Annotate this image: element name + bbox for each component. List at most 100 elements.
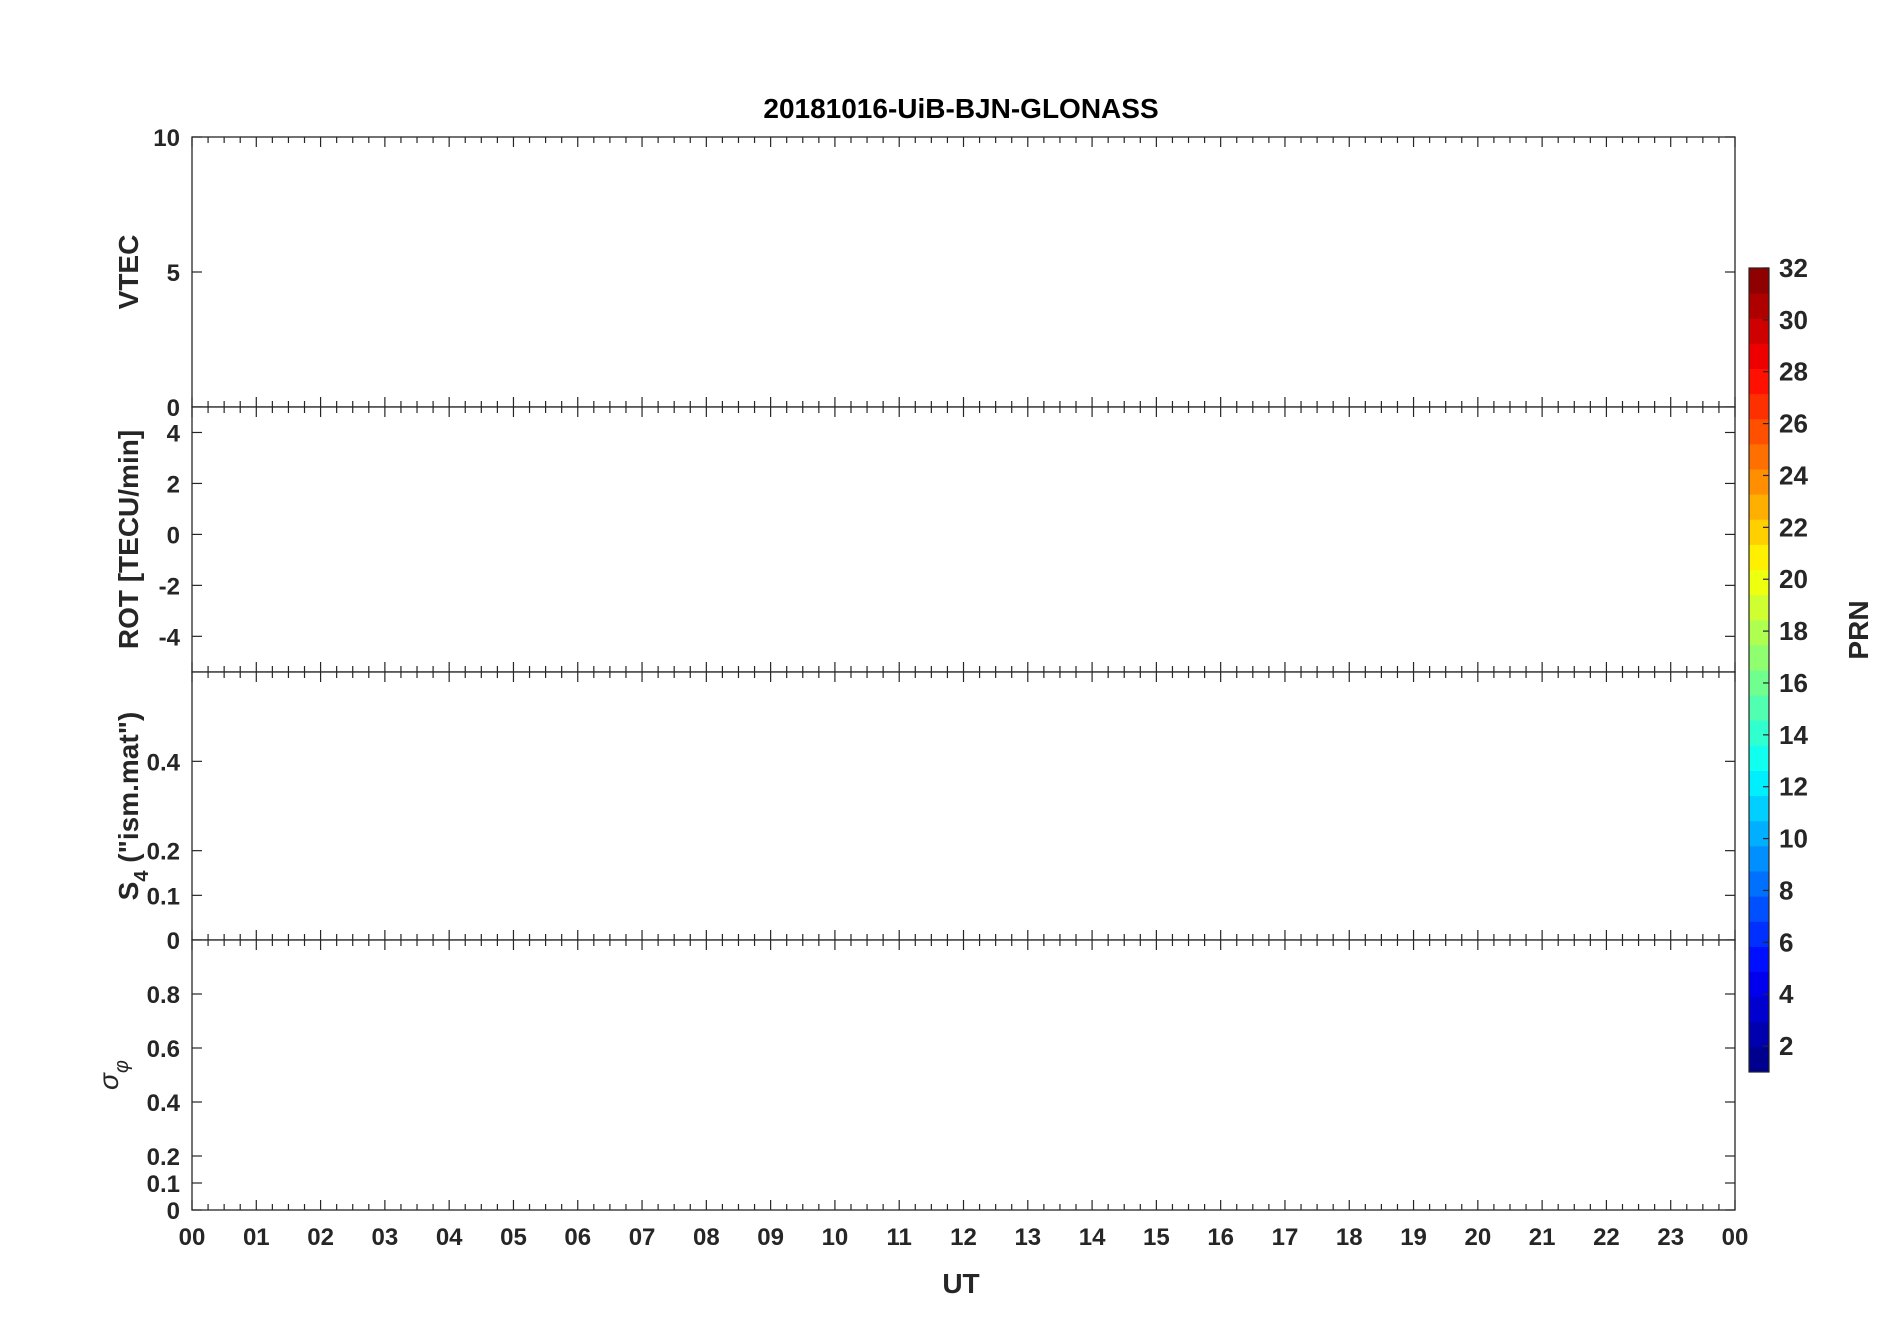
colorbar-segment [1749,770,1769,797]
y-tick-label: -2 [159,573,180,600]
x-tick-label: 15 [1143,1224,1170,1251]
y-tick-label: 4 [167,420,181,447]
x-tick-label: 03 [372,1224,399,1251]
colorbar-segment [1749,619,1769,646]
x-tick-label: 21 [1529,1224,1556,1251]
colorbar-segment [1749,996,1769,1023]
colorbar-segment [1749,644,1769,671]
x-tick-label: 10 [822,1224,849,1251]
y-tick-label: 0 [167,522,180,549]
x-tick-label: 13 [1014,1224,1041,1251]
x-tick-label: 12 [950,1224,977,1251]
colorbar-segment [1749,695,1769,721]
y-tick-label: -4 [159,624,181,651]
colorbar-tick-label: 2 [1779,1031,1793,1061]
colorbar-segment [1749,795,1769,822]
panel-vtec: 0 5 10 VTEC [113,125,1736,422]
colorbar-tick-label: 22 [1779,512,1808,542]
panel-s4: 0 0.1 0.2 0.4S4 ("ism.mat") [113,671,1736,955]
colorbar-tick-label: 10 [1779,824,1808,854]
colorbar-tick-label: 26 [1779,409,1808,439]
colorbar-segment [1749,720,1769,746]
colorbar-tick-label: 4 [1779,979,1794,1009]
axes-frame [191,939,1736,1211]
colorbar-tick-label: 8 [1779,875,1793,905]
y-tick-label: 10 [153,125,180,152]
colorbar-segment [1749,971,1769,998]
x-tick-label: 16 [1207,1224,1234,1251]
colorbar-segment [1749,845,1769,872]
x-tick-label: 00 [179,1224,206,1251]
x-tick-label: 19 [1400,1224,1427,1251]
axes-frame [191,136,1736,408]
x-tick-label: 00 [1722,1224,1749,1251]
x-tick-label: 08 [693,1224,720,1251]
colorbar-tick-label: 20 [1779,564,1808,594]
y-tick-label: 0.2 [147,839,180,866]
x-tick-label: 17 [1272,1224,1299,1251]
colorbar-segment [1749,594,1769,621]
colorbar-tick-label: 6 [1779,927,1793,957]
x-tick-label: 20 [1464,1224,1491,1251]
colorbar-tick-label: 30 [1779,305,1808,335]
x-tick-label: 23 [1657,1224,1684,1251]
colorbar-tick-label: 14 [1779,720,1808,750]
y-tick-label: 0.1 [147,883,180,910]
colorbar-segment [1749,896,1769,922]
x-tick-label: 22 [1593,1224,1620,1251]
x-tick-label: 04 [436,1224,463,1251]
y-tick-label: 0.4 [147,1090,181,1117]
colorbar-segment [1749,343,1769,369]
x-tick-label: 01 [243,1224,270,1251]
colorbar-segment [1749,1046,1769,1073]
y-axis-label: S4 ("ism.mat") [113,712,153,901]
y-tick-label: 0.6 [147,1036,180,1063]
y-axis-label: ROT [TECU/min] [113,430,144,649]
colorbar-frame [1748,267,1770,1073]
y-tick-label: 0 [167,928,180,955]
colorbar-segment [1749,921,1769,947]
colorbar-segment [1749,494,1769,520]
colorbar-tick-label: 18 [1779,616,1808,646]
colorbar-segment [1749,1021,1769,1048]
x-tick-label: 18 [1336,1224,1363,1251]
colorbar-segment [1749,469,1769,495]
colorbar-segment [1749,871,1769,897]
y-tick-label: 2 [167,471,180,498]
x-axis-label: UT [942,1268,979,1299]
y-tick-label: 5 [167,260,180,287]
panel-sigma: 00.10.2 0.4 0.6 0.8 σφ [93,939,1736,1225]
colorbar-segment [1749,946,1769,972]
colorbar-label: PRN [1843,600,1874,659]
colorbar-tick-label: 16 [1779,668,1808,698]
x-tick-label: 09 [757,1224,784,1251]
y-tick-label: 0.4 [147,749,181,776]
colorbar-segment [1749,318,1769,344]
x-tick-label: 02 [307,1224,334,1251]
colorbar-segment [1749,268,1769,294]
axes-frame [191,671,1736,941]
x-tick-label: 06 [564,1224,591,1251]
y-tick-label: 0.8 [147,982,180,1009]
colorbar-segment [1749,393,1769,420]
colorbar-segment [1749,569,1769,596]
x-tick-label: 05 [500,1224,527,1251]
colorbar-segment [1749,670,1769,696]
axes-frame [191,406,1736,673]
colorbar-segment [1749,418,1769,445]
y-axis-label: VTEC [113,235,144,310]
x-tick-label: 07 [629,1224,656,1251]
colorbar-tick-label: 28 [1779,357,1808,387]
chart-title: 20181016-UiB-BJN-GLONASS [763,93,1158,124]
colorbar-segment [1749,544,1769,570]
colorbar-segment [1749,820,1769,847]
y-tick-label: 0.1 [147,1171,180,1198]
x-axis: 00 01 02 03 04 05 06 07 08 09 10 11 12 13 14 15 16 17 18 19… [179,1224,1749,1251]
colorbar-segment [1749,745,1769,771]
y-tick-label: 0.2 [147,1144,180,1171]
colorbar-tick-label: 32 [1779,253,1808,283]
y-tick-label: 0 [167,395,180,422]
